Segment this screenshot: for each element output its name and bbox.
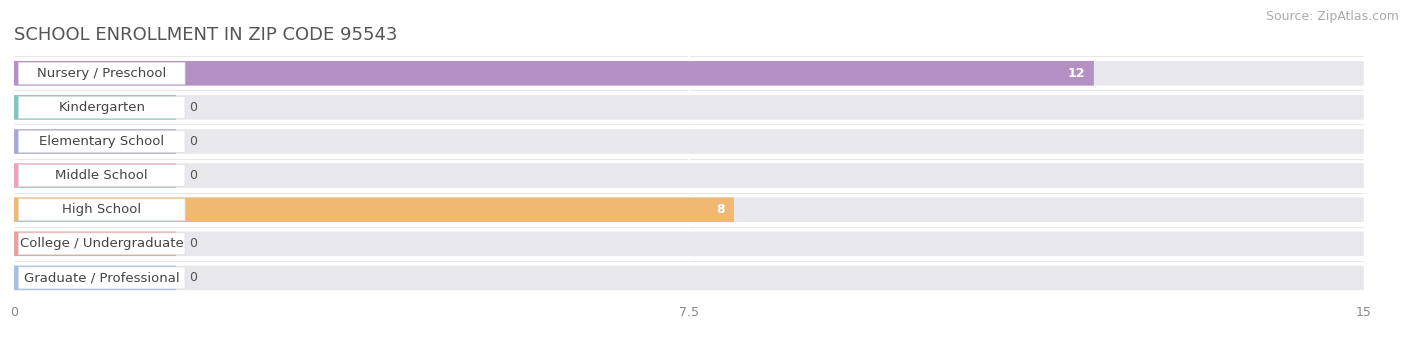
FancyBboxPatch shape (14, 129, 176, 154)
FancyBboxPatch shape (18, 199, 186, 221)
Text: Nursery / Preschool: Nursery / Preschool (37, 67, 166, 80)
FancyBboxPatch shape (14, 95, 176, 120)
Text: Kindergarten: Kindergarten (58, 101, 145, 114)
Text: Graduate / Professional: Graduate / Professional (24, 271, 180, 284)
FancyBboxPatch shape (14, 197, 1364, 222)
Text: 12: 12 (1067, 67, 1085, 80)
Text: Source: ZipAtlas.com: Source: ZipAtlas.com (1265, 10, 1399, 23)
Text: High School: High School (62, 203, 142, 216)
FancyBboxPatch shape (14, 266, 1364, 290)
Text: Middle School: Middle School (55, 169, 148, 182)
Text: 0: 0 (190, 237, 197, 250)
Text: Elementary School: Elementary School (39, 135, 165, 148)
Text: 0: 0 (190, 169, 197, 182)
Text: 0: 0 (190, 101, 197, 114)
FancyBboxPatch shape (14, 232, 176, 256)
FancyBboxPatch shape (14, 266, 176, 290)
FancyBboxPatch shape (14, 129, 1364, 154)
FancyBboxPatch shape (14, 197, 734, 222)
FancyBboxPatch shape (18, 62, 186, 84)
FancyBboxPatch shape (18, 131, 186, 152)
FancyBboxPatch shape (14, 163, 1364, 188)
Text: College / Undergraduate: College / Undergraduate (20, 237, 184, 250)
FancyBboxPatch shape (14, 61, 1364, 86)
FancyBboxPatch shape (18, 97, 186, 118)
FancyBboxPatch shape (18, 233, 186, 255)
FancyBboxPatch shape (18, 267, 186, 289)
FancyBboxPatch shape (14, 61, 1094, 86)
FancyBboxPatch shape (14, 163, 176, 188)
FancyBboxPatch shape (14, 95, 1364, 120)
Text: 8: 8 (716, 203, 725, 216)
Text: SCHOOL ENROLLMENT IN ZIP CODE 95543: SCHOOL ENROLLMENT IN ZIP CODE 95543 (14, 26, 398, 44)
Text: 0: 0 (190, 271, 197, 284)
Text: 0: 0 (190, 135, 197, 148)
FancyBboxPatch shape (18, 165, 186, 187)
FancyBboxPatch shape (14, 232, 1364, 256)
